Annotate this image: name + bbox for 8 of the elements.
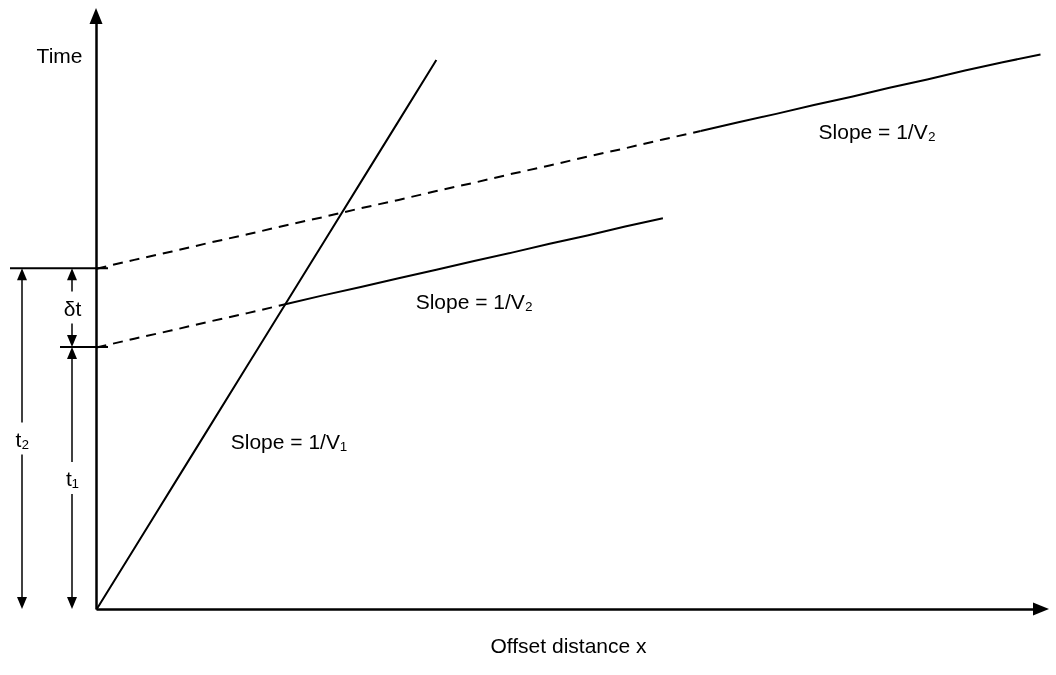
text: δt [63, 296, 82, 320]
text: t₁ [66, 467, 79, 491]
series-label: Slope = 1/V₁ [230, 430, 348, 454]
series-label: Slope = 1/V₂ [818, 119, 936, 143]
series-label: Slope = 1/V₂ [415, 289, 534, 313]
text: t₂ [15, 427, 30, 451]
y-axis-title: Time [36, 44, 83, 67]
x-axis-title: Offset distance x [490, 634, 648, 657]
